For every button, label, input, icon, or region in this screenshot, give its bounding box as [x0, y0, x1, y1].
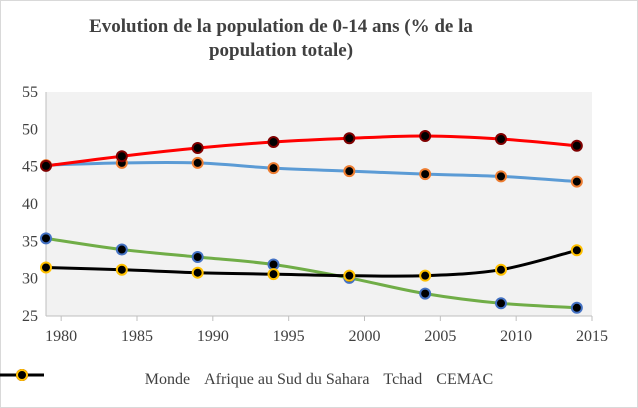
data-point: [419, 130, 432, 143]
y-tick-label: 45: [22, 159, 38, 176]
data-point: [191, 142, 204, 154]
series-lines: [45, 134, 578, 310]
legend-item: Afrique au Sud du Sahara: [0, 369, 370, 389]
legend-item: CEMAC: [0, 369, 494, 389]
data-point: [495, 297, 507, 310]
data-point: [419, 168, 432, 181]
data-point: [570, 301, 583, 314]
x-tick-label: 2015: [576, 328, 608, 345]
data-point: [267, 136, 280, 149]
chart-title: Evolution de la population de 0-14 ans (…: [41, 15, 521, 63]
series-line-3: [45, 248, 578, 278]
data-point: [115, 150, 128, 163]
x-tick-label: 1980: [45, 328, 77, 345]
legend-label: Monde: [144, 371, 191, 388]
data-point: [191, 156, 204, 169]
data-point: [343, 269, 356, 282]
data-point: [495, 133, 507, 146]
legend-label: Afrique au Sud du Sahara: [204, 371, 370, 388]
data-point: [191, 266, 204, 279]
data-point: [115, 263, 128, 276]
data-point: [40, 261, 52, 274]
y-tick-label: 40: [22, 196, 38, 213]
data-point: [570, 244, 583, 257]
data-point: [40, 159, 52, 172]
series-markers: [40, 130, 583, 314]
x-tick-label: 1995: [273, 328, 305, 345]
y-tick-label: 50: [22, 121, 38, 138]
data-point: [191, 251, 204, 264]
chart-title-line-2: population totale): [208, 40, 354, 61]
data-point: [115, 243, 128, 256]
series-line-2: [45, 134, 577, 168]
x-tick-label: 2010: [500, 328, 532, 345]
data-point: [495, 170, 507, 183]
series-line-0: [45, 236, 577, 310]
legend-swatch: [0, 369, 44, 381]
legend-item: Monde: [0, 369, 191, 389]
data-point: [570, 175, 583, 188]
data-point: [495, 263, 507, 276]
y-tick-label: 35: [22, 233, 38, 250]
y-tick-label: 55: [22, 84, 38, 101]
x-tick-label: 2005: [424, 328, 456, 345]
legend-item: Tchad: [0, 369, 423, 389]
data-point: [267, 162, 280, 175]
data-point: [419, 287, 432, 300]
data-point: [570, 139, 583, 152]
x-tick-label: 1985: [121, 328, 153, 345]
data-point: [40, 232, 52, 245]
legend-label: CEMAC: [436, 371, 494, 388]
series-line-1: [45, 160, 577, 184]
legend: Monde Afrique au Sud du Sahara Tchad CEMAC: [0, 368, 638, 392]
legend-label: Tchad: [383, 371, 423, 388]
x-tick-label: 1990: [197, 328, 229, 345]
data-point: [267, 268, 280, 281]
plot-area: [46, 92, 592, 316]
data-point: [343, 132, 356, 145]
chart-title-line-1: Evolution de la population de 0-14 ans (…: [89, 16, 473, 37]
y-tick-label: 25: [22, 308, 38, 325]
y-tick-label: 30: [22, 271, 38, 288]
data-point: [343, 165, 356, 178]
axes: 25 30 35 40 45 50 55 1980 1985 1990 1995 2000 2005 20…: [22, 84, 608, 345]
data-point: [267, 258, 280, 271]
data-point: [419, 269, 432, 282]
x-tick-label: 2000: [349, 328, 381, 345]
